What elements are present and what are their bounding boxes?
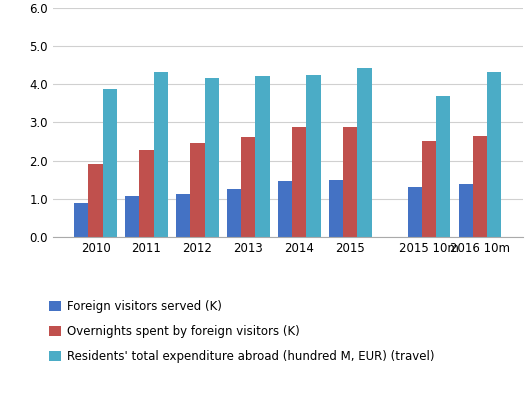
Bar xyxy=(102,89,117,237)
Bar xyxy=(459,184,473,237)
Legend: Foreign visitors served (K), Overnights spent by foreign visitors (K), Residents: Foreign visitors served (K), Overnights … xyxy=(49,300,435,363)
Bar xyxy=(204,78,219,237)
Bar xyxy=(487,71,502,237)
Bar xyxy=(256,76,270,237)
Bar xyxy=(227,188,241,237)
Bar xyxy=(473,136,487,237)
Bar xyxy=(176,194,190,237)
Bar xyxy=(125,196,139,237)
Bar xyxy=(436,96,450,237)
Bar xyxy=(357,68,372,237)
Bar xyxy=(306,75,320,237)
Bar xyxy=(422,141,436,237)
Bar xyxy=(190,143,204,237)
Bar xyxy=(329,180,343,237)
Bar xyxy=(241,137,256,237)
Bar xyxy=(278,181,292,237)
Bar xyxy=(292,127,306,237)
Bar xyxy=(139,150,154,237)
Bar xyxy=(74,203,88,237)
Bar xyxy=(154,71,168,237)
Bar xyxy=(343,127,357,237)
Bar xyxy=(88,164,102,237)
Bar xyxy=(408,186,422,237)
